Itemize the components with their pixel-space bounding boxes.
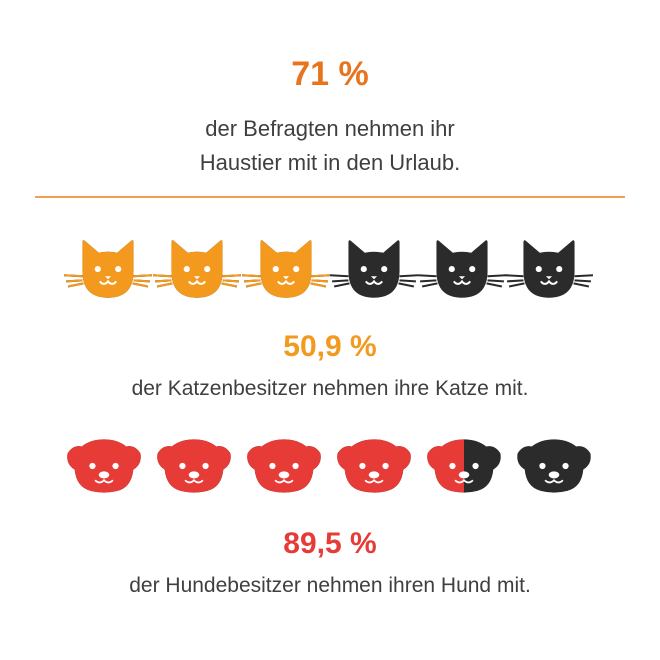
- cat-face-icon: [417, 240, 507, 298]
- dog-icon-row: [0, 435, 660, 505]
- divider: [35, 196, 625, 198]
- total-caption-line2: Haustier mit in den Urlaub.: [199, 150, 461, 175]
- dog-face-icon: [337, 439, 411, 493]
- total-percent: 71 %: [291, 55, 369, 93]
- dog-face-icon: [67, 439, 141, 493]
- dog-face-icon: [157, 439, 231, 493]
- dog-face-icon: [427, 439, 501, 493]
- cat-face-icon: [329, 240, 419, 298]
- dog-caption: der Hundebesitzer nehmen ihren Hund mit.: [129, 574, 531, 597]
- dog-percent: 89,5 %: [283, 527, 377, 560]
- cat-face-icon: [241, 240, 331, 298]
- total-caption-line1: der Befragten nehmen ihr: [205, 116, 455, 141]
- dog-face-icon: [517, 439, 591, 493]
- cat-percent: 50,9 %: [283, 330, 377, 363]
- cat-face-icon: [63, 240, 153, 298]
- cat-face-icon: [152, 240, 242, 298]
- cat-caption: der Katzenbesitzer nehmen ihre Katze mit…: [131, 377, 529, 400]
- cat-face-icon: [504, 240, 594, 298]
- dog-face-icon: [247, 439, 321, 493]
- cat-icon-row: [0, 230, 660, 305]
